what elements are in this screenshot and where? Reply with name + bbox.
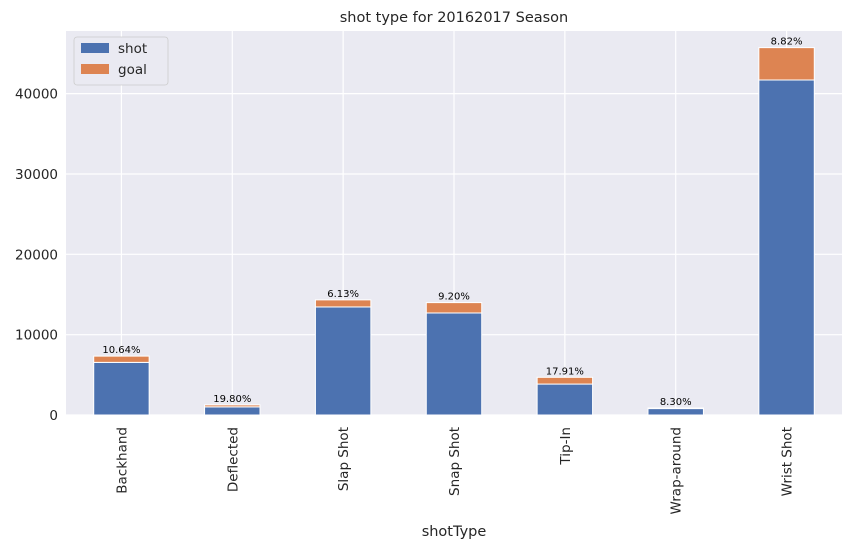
bar-shot-backhand <box>93 361 150 416</box>
x-tick-label: Deflected <box>225 427 241 492</box>
x-tick-label: Slap Shot <box>336 427 352 491</box>
x-tick-label: Backhand <box>114 427 130 494</box>
x-tick-label: Wrist Shot <box>780 427 796 496</box>
bar-shot-tip-in <box>536 383 594 416</box>
y-tick-label: 40000 <box>15 87 58 103</box>
bar-goal-snap-shot <box>425 302 483 314</box>
data-label: 9.20% <box>438 292 470 303</box>
x-axis-label: shotType <box>422 524 487 540</box>
legend-swatch-shot <box>81 43 109 53</box>
legend-swatch-goal <box>81 64 109 74</box>
legend: shot goal <box>73 36 169 86</box>
chart-title: shot type for 20162017 Season <box>340 10 569 26</box>
bar-shot-wrist-shot <box>758 79 815 416</box>
data-label: 8.82% <box>771 37 803 48</box>
data-label: 10.64% <box>102 345 140 356</box>
bar-shot-deflected <box>204 406 261 416</box>
bars <box>93 47 815 416</box>
x-tick-label: Snap Shot <box>447 427 463 496</box>
bar-shot-wrap-around <box>647 408 704 416</box>
y-tick-label: 10000 <box>15 328 58 344</box>
bar-goal-slap-shot <box>314 299 372 308</box>
y-axis-ticks: 0 10000 20000 30000 40000 <box>15 87 58 424</box>
legend-label-goal: goal <box>118 62 147 78</box>
data-label: 17.91% <box>546 366 584 377</box>
bar-goal-backhand <box>93 355 150 363</box>
bar-goal-deflected <box>204 404 261 408</box>
bar-shot-slap-shot <box>314 306 372 416</box>
data-labels: 10.64% 19.80% 6.13% 9.20% 17.91% 8.30% 8.82% <box>102 37 802 408</box>
y-tick-label: 0 <box>49 408 58 424</box>
data-label: 6.13% <box>327 289 359 300</box>
y-tick-label: 20000 <box>15 247 58 263</box>
legend-label-shot: shot <box>118 41 147 57</box>
bar-goal-wrist-shot <box>758 47 815 81</box>
x-tick-label: Wrap-around <box>669 427 685 514</box>
x-tick-label: Tip-In <box>558 427 574 466</box>
data-label: 8.30% <box>660 397 692 408</box>
bar-goal-wrap-around <box>647 407 704 410</box>
bar-goal-tip-in <box>536 376 594 385</box>
data-label: 19.80% <box>213 394 251 405</box>
x-axis-ticks: Backhand Deflected Slap Shot Snap Shot Tip-I… <box>114 427 795 514</box>
bar-shot-snap-shot <box>425 312 483 416</box>
y-tick-label: 30000 <box>15 167 58 183</box>
